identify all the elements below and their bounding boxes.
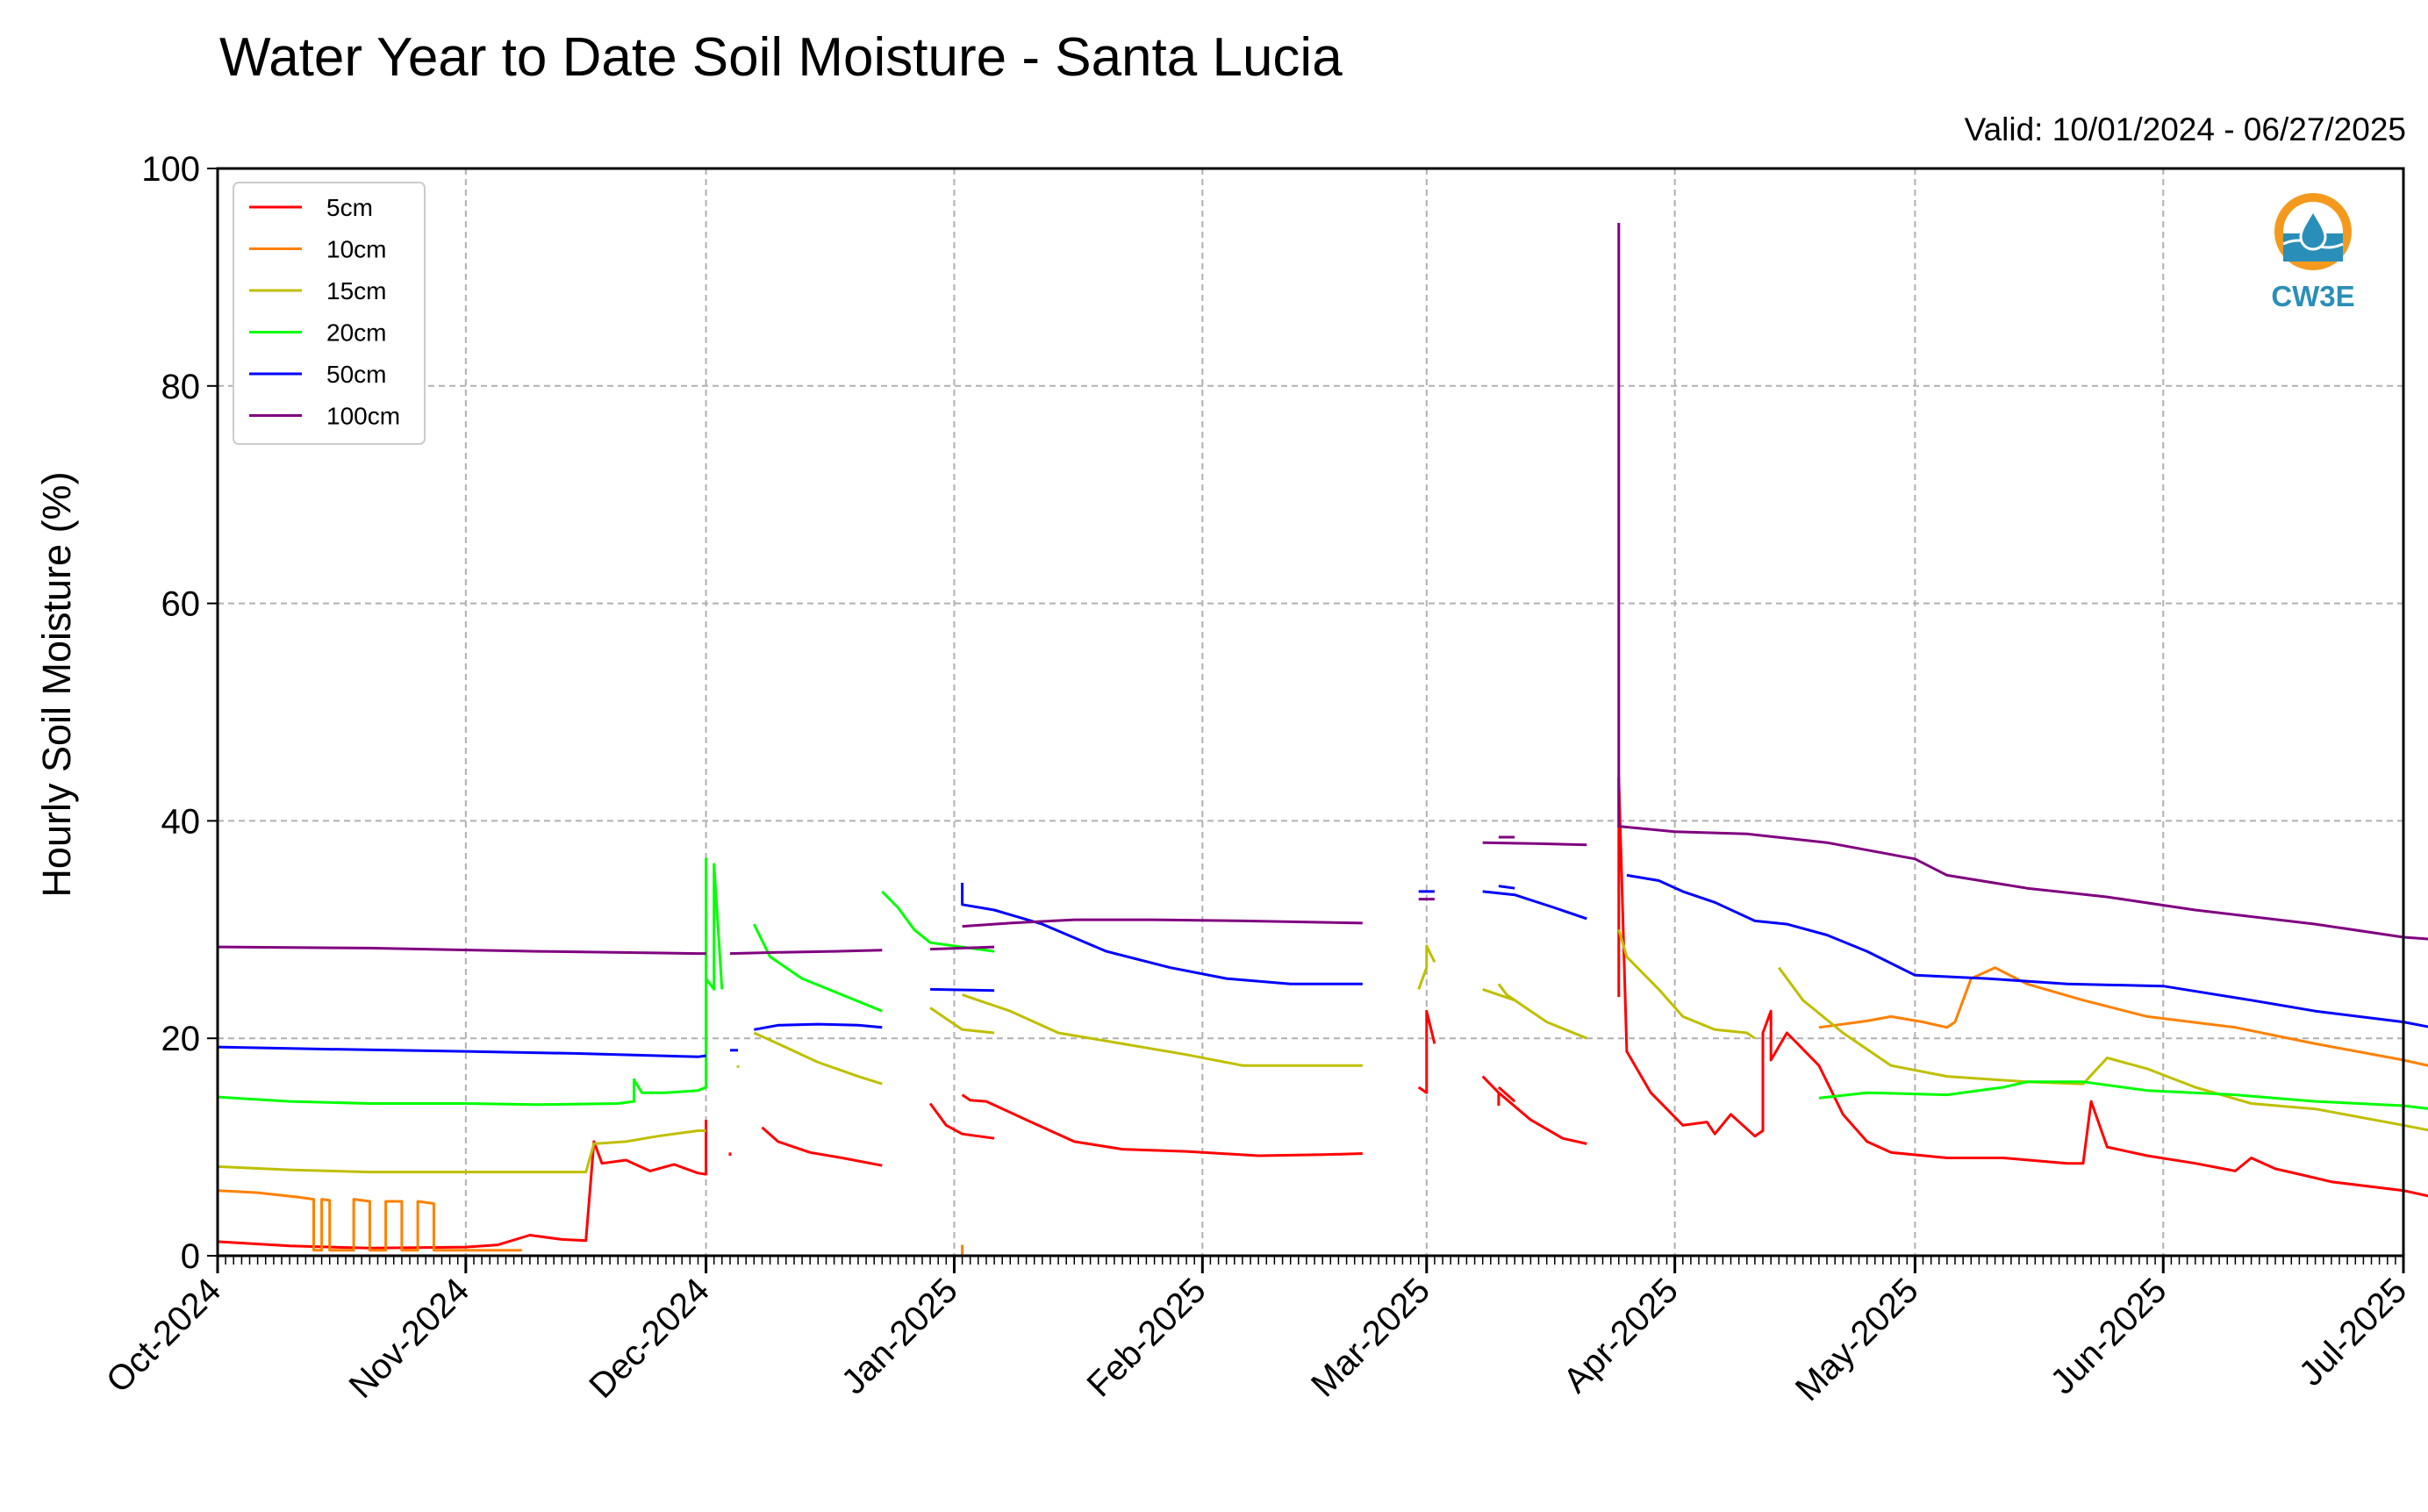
valid-date-range: Valid: 10/01/2024 - 06/27/2025 — [1965, 111, 2406, 147]
series-line-5cm — [928, 1102, 995, 1140]
series-line-20cm — [881, 890, 995, 953]
x-tick-label: Dec-2024 — [582, 1271, 717, 1406]
series-line-20cm — [1818, 1080, 2428, 1110]
series-line-5cm — [1497, 1086, 1516, 1103]
series-line-5cm — [1481, 1075, 1587, 1145]
series-line-100cm — [1482, 841, 1587, 847]
series-20cm — [217, 857, 2428, 1110]
x-tick-label: Jul-2025 — [2292, 1271, 2415, 1394]
legend-label: 20cm — [326, 319, 386, 347]
legend-label: 10cm — [326, 236, 386, 263]
cw3e-logo: CW3E — [2271, 193, 2355, 312]
y-tick-label: 60 — [161, 585, 201, 624]
series-50cm — [217, 873, 2428, 1058]
series-line-50cm — [930, 987, 995, 992]
series-line-100cm — [962, 918, 1363, 928]
water-drop-icon — [2299, 207, 2327, 251]
series-line-10cm — [1818, 966, 2428, 1067]
legend-label: 15cm — [326, 277, 386, 305]
x-tick-label: Feb-2025 — [1079, 1271, 1213, 1404]
x-tick-label: Jan-2025 — [834, 1271, 965, 1401]
y-axis-label: Hourly Soil Moisture (%) — [34, 471, 79, 897]
x-minor-ticks — [217, 1256, 2404, 1265]
axes: 0 20 40 60 80 100 Oct-2024 Nov-2024 Dec-2024 Jan-… — [99, 150, 2414, 1408]
series-line-15cm — [962, 993, 1363, 1067]
legend-label: 100cm — [326, 403, 400, 430]
series-line-50cm — [1498, 885, 1515, 890]
series-line-5cm — [1417, 1009, 1436, 1094]
x-tick-label: Apr-2025 — [1557, 1271, 1686, 1400]
series-line-15cm — [1778, 966, 2428, 1132]
series-line-15cm — [753, 1031, 883, 1086]
series-line-50cm — [1482, 890, 1587, 921]
y-tick-label: 20 — [161, 1020, 201, 1058]
series-line-15cm — [1497, 983, 1516, 1002]
x-tick-label: Oct-2024 — [99, 1271, 228, 1400]
x-tick-label: Nov-2024 — [341, 1271, 476, 1406]
series-line-100cm — [217, 945, 706, 956]
x-tick-label: Jun-2025 — [2044, 1271, 2174, 1401]
series-line-5cm — [961, 1093, 1363, 1157]
series-line-50cm — [961, 883, 1363, 985]
series-line-100cm — [930, 945, 995, 951]
series-line-20cm — [752, 923, 883, 1013]
grid-lines — [217, 168, 2404, 1257]
y-tick-label: 100 — [141, 150, 200, 189]
legend: 5cm 10cm 15cm 20cm 50cm 100cm — [233, 182, 426, 445]
series-line-15cm — [929, 1007, 995, 1035]
series-line-20cm — [217, 857, 724, 1107]
series-lines — [217, 223, 2428, 1256]
series-line-15cm — [217, 1129, 706, 1174]
series-10cm — [217, 966, 2428, 1256]
legend-label: 50cm — [326, 361, 386, 388]
series-line-10cm — [217, 1189, 522, 1252]
series-line-100cm — [1617, 223, 2428, 941]
series-15cm — [217, 928, 2428, 1174]
plot-frame — [216, 167, 2405, 1258]
y-tick-label: 80 — [161, 368, 201, 406]
x-tick-label: Mar-2025 — [1304, 1271, 1437, 1404]
x-tick-label: May-2025 — [1788, 1271, 1926, 1408]
series-line-100cm — [729, 949, 883, 956]
series-100cm — [217, 223, 2428, 956]
series-line-15cm — [1617, 928, 1756, 1040]
chart-title: Water Year to Date Soil Moisture - Santa… — [219, 27, 1343, 88]
series-5cm — [217, 776, 2428, 1250]
logo-text: CW3E — [2271, 280, 2354, 312]
series-line-50cm — [217, 1045, 706, 1058]
series-line-50cm — [1626, 873, 2428, 1028]
series-line-5cm — [761, 1126, 883, 1167]
series-line-5cm — [217, 1120, 708, 1250]
series-line-15cm — [1417, 944, 1436, 990]
series-line-15cm — [1482, 987, 1587, 1040]
series-line-50cm — [754, 1022, 883, 1031]
y-tick-label: 0 — [181, 1237, 200, 1276]
y-tick-label: 40 — [161, 802, 201, 841]
series-line-5cm — [1617, 776, 2428, 1198]
legend-label: 5cm — [326, 194, 373, 221]
